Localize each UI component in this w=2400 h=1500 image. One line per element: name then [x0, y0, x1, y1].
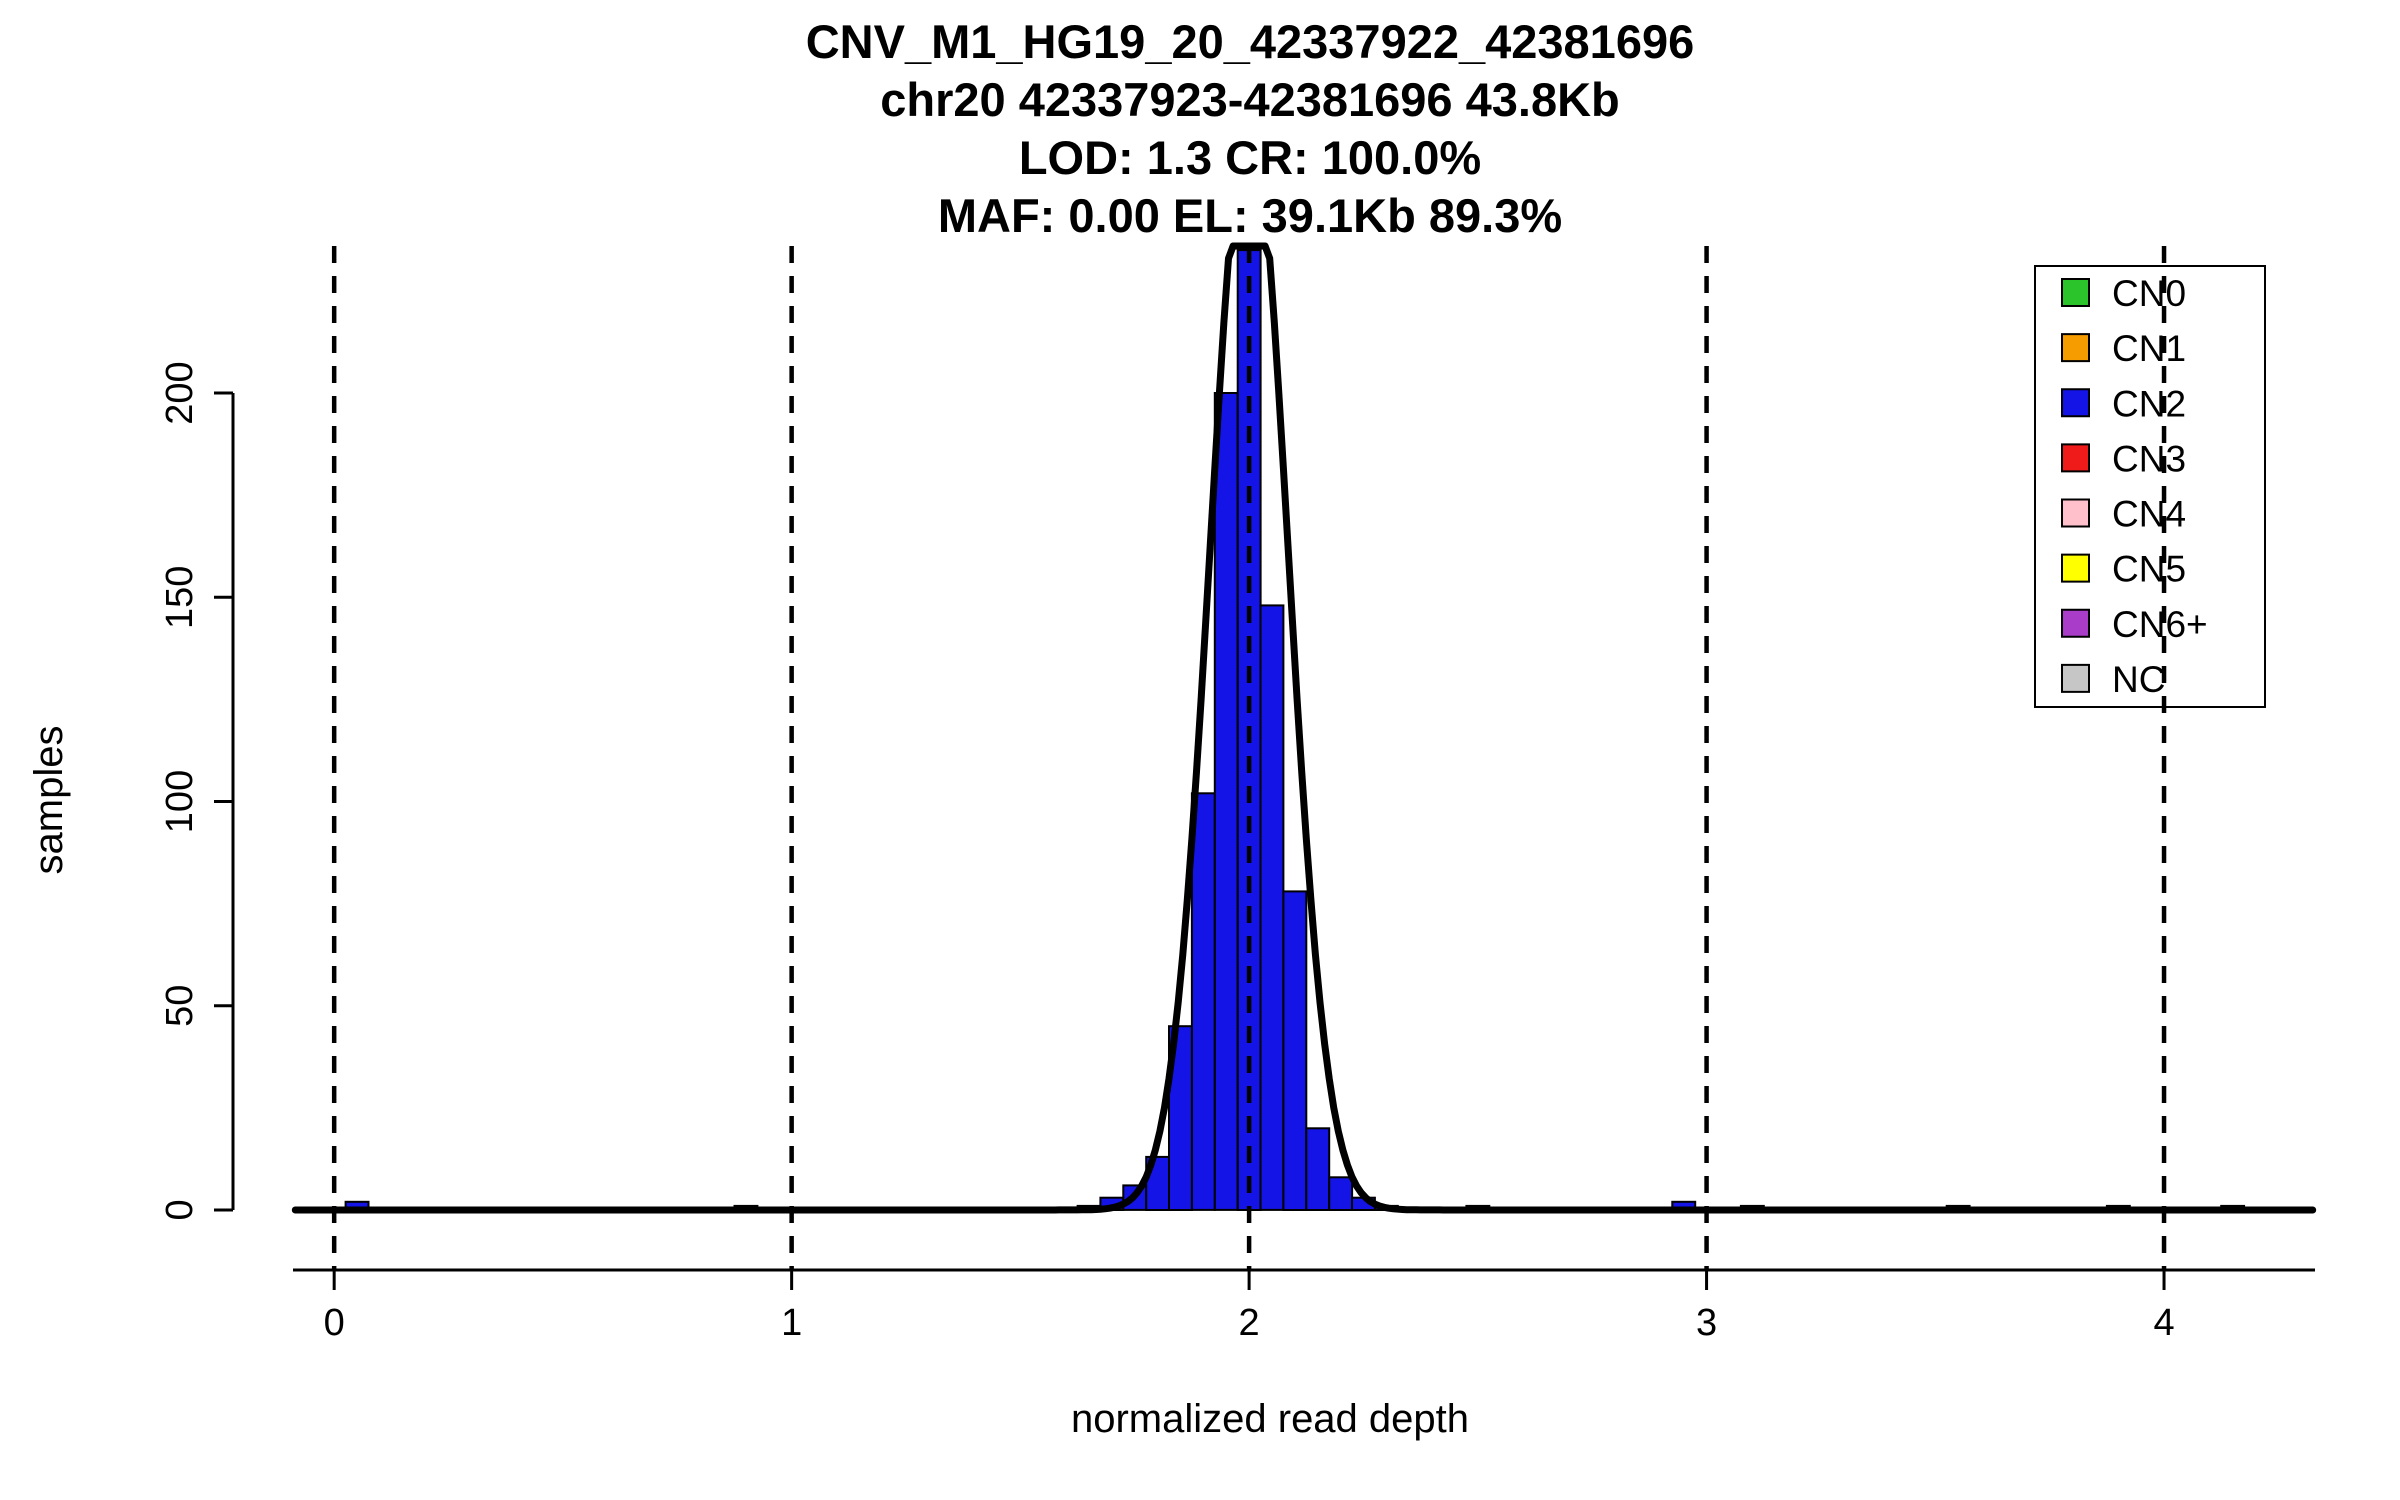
legend-label: CN6+	[2112, 604, 2208, 645]
histogram-bar	[1282, 890, 1308, 1212]
legend-label: CN3	[2112, 438, 2186, 479]
x-tick-label: 4	[2153, 1302, 2174, 1344]
legend-swatch	[2061, 608, 2090, 638]
y-tick-label: 100	[159, 770, 201, 833]
histogram-bar	[1190, 792, 1216, 1211]
histogram-bar	[1305, 1127, 1331, 1212]
legend-label: CN4	[2112, 494, 2186, 535]
y-tick-label: 150	[159, 566, 201, 629]
y-tick-label: 0	[159, 1199, 201, 1220]
legend: CN0 CN1 CN2 CN3 CN4 CN5 CN6+ NC	[2034, 265, 2266, 708]
title-line-2: chr20 42337923-42381696 43.8Kb	[880, 73, 1620, 126]
legend-label: CN5	[2112, 549, 2186, 590]
y-axis-title: samples	[27, 726, 71, 875]
fit-curve	[291, 242, 2317, 1214]
x-tick-label: 3	[1696, 1302, 1717, 1344]
legend-swatch	[2061, 278, 2090, 307]
x-tick-label: 2	[1239, 1302, 1260, 1344]
legend-swatch	[2061, 388, 2090, 418]
title-line-1: CNV_M1_HG19_20_42337922_42381696	[806, 15, 1695, 68]
x-tick-label: 0	[324, 1302, 345, 1344]
title-line-3: LOD: 1.3 CR: 100.0%	[1019, 131, 1481, 184]
axes: 0 1 2 3 4 0 50 100 150 200	[159, 361, 2315, 1344]
gaussian-fit-curve	[291, 242, 2317, 1214]
legend-label: CN2	[2112, 383, 2186, 424]
histogram-bars	[344, 249, 2246, 1212]
y-tick-label: 200	[159, 361, 201, 424]
x-tick-label: 1	[781, 1302, 802, 1344]
legend-swatch	[2061, 663, 2090, 693]
titles: CNV_M1_HG19_20_42337922_42381696 chr20 4…	[806, 15, 1695, 242]
dashed-guidelines	[331, 246, 2167, 1270]
histogram-bar	[1213, 392, 1239, 1211]
histogram-bar	[1259, 604, 1285, 1211]
legend-swatch	[2061, 443, 2090, 473]
legend-swatch	[2061, 333, 2090, 363]
legend-label: CN1	[2112, 328, 2186, 369]
legend-swatch	[2061, 498, 2090, 528]
legend-label: NC	[2112, 659, 2165, 700]
x-axis-title: normalized read depth	[1071, 1397, 1469, 1441]
histogram-bar	[1328, 1176, 1354, 1212]
y-tick-label: 50	[159, 985, 201, 1027]
legend-label: CN0	[2112, 273, 2186, 314]
legend-swatch	[2061, 553, 2090, 583]
title-line-4: MAF: 0.00 EL: 39.1Kb 89.3%	[938, 189, 1562, 242]
